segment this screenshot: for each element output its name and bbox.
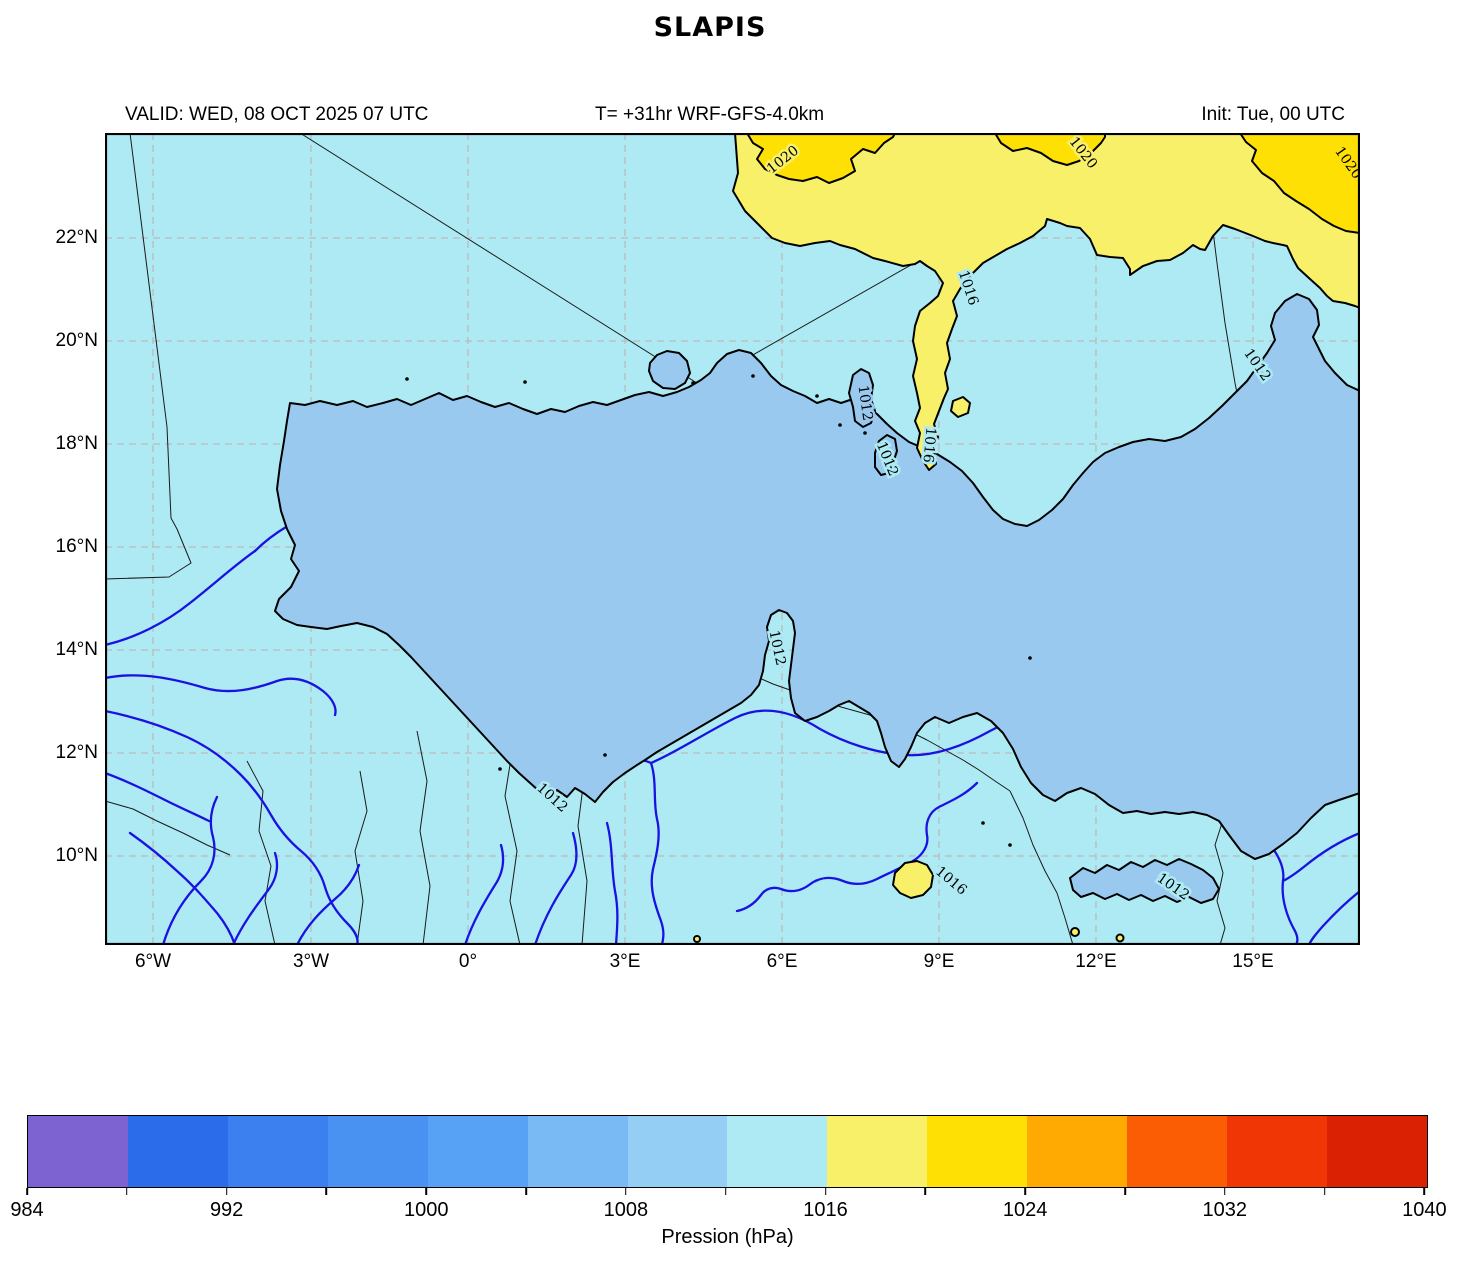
colorbar-segment-1024-1028 [1027,1116,1128,1187]
pressure-map: 1020 1020 1020 1016 1016 1012 1012 1012 1012 1012… [105,133,1360,945]
colorbar-segment-1020-1024 [927,1116,1028,1187]
colorbar-tick [225,1187,228,1195]
colorbar-segment-992-996 [227,1116,328,1187]
colorbar-segment-1012-1016 [727,1116,828,1187]
colorbar-segment-1028-1032 [1127,1116,1228,1187]
lat-tick-label: 18°N [55,433,98,454]
contour-label: 1016 [919,427,938,464]
colorbar-tick-label: 1016 [803,1198,848,1221]
colorbar-tick [425,1187,428,1195]
map-border [105,133,1360,945]
lon-tick-label: 9°E [923,951,955,972]
colorbar-segment-1000-1004 [427,1116,528,1187]
longitude-axis: 6°W 3°W 0° 3°E 6°E 9°E 12°E 15°E [105,951,1360,977]
latitude-axis: 22°N 20°N 18°N 16°N 14°N 12°N 10°N [14,133,98,945]
colorbar-segment-988-992 [127,1116,228,1187]
lat-tick-label: 16°N [55,536,98,557]
colorbar [27,1115,1428,1188]
figure-title: SLAPIS [653,12,767,43]
colorbar-segment-1016-1020 [827,1116,928,1187]
colorbar-tick [1423,1187,1426,1195]
colorbar-segment-984-988 [28,1116,128,1187]
colorbar-tick [325,1187,328,1195]
colorbar-tick [625,1187,627,1195]
colorbar-tick [1024,1187,1026,1195]
colorbar-tick-label: 1008 [603,1198,649,1221]
init-time-label: Init: Tue, 00 UTC [1201,104,1345,125]
lon-tick-label: 3°W [292,951,330,972]
lon-tick-label: 3°E [609,951,641,972]
lon-tick-label: 12°E [1075,951,1117,972]
lon-tick-label: 0° [458,951,478,972]
colorbar-tick [1323,1187,1326,1195]
forecast-hour-label: T= +31hr WRF-GFS-4.0km [595,104,825,125]
lon-tick-label: 6°W [134,951,172,972]
colorbar-segment-1004-1008 [527,1116,628,1187]
colorbar-tick-label: 1040 [1402,1198,1447,1221]
lat-tick-label: 14°N [55,639,98,660]
colorbar-segment-1036-1040 [1326,1116,1427,1187]
colorbar-tick [824,1187,827,1195]
colorbar-tick [924,1187,927,1195]
colorbar-tick [525,1187,527,1195]
colorbar-tick [1124,1187,1126,1195]
valid-time-label: VALID: WED, 08 OCT 2025 07 UTC [125,104,429,125]
lat-tick-label: 12°N [55,742,98,763]
lat-tick-label: 20°N [55,330,98,351]
colorbar-axis-label: Pression (hPa) [661,1226,794,1248]
lat-tick-label: 10°N [55,845,98,866]
colorbar-tick-label: 984 [10,1198,44,1221]
colorbar-tick-label: 992 [209,1198,244,1221]
lon-tick-label: 6°E [766,951,798,972]
colorbar-tick [724,1187,727,1195]
colorbar-tick-label: 1000 [404,1198,449,1221]
colorbar-tick-label: 1032 [1202,1198,1248,1221]
lon-tick-label: 15°E [1232,951,1274,972]
colorbar-tick [26,1187,28,1195]
colorbar-tick [126,1187,128,1195]
colorbar-tick-label: 1024 [1002,1198,1048,1221]
colorbar-segment-1008-1012 [627,1116,728,1187]
colorbar-tick [1223,1187,1226,1195]
contour-specks [405,374,1032,847]
colorbar-segment-996-1000 [327,1116,428,1187]
colorbar-segment-1032-1036 [1227,1116,1327,1187]
lat-tick-label: 22°N [55,227,98,248]
map-canvas: 1020 1020 10201016101610121012101210121012… [105,133,1360,945]
